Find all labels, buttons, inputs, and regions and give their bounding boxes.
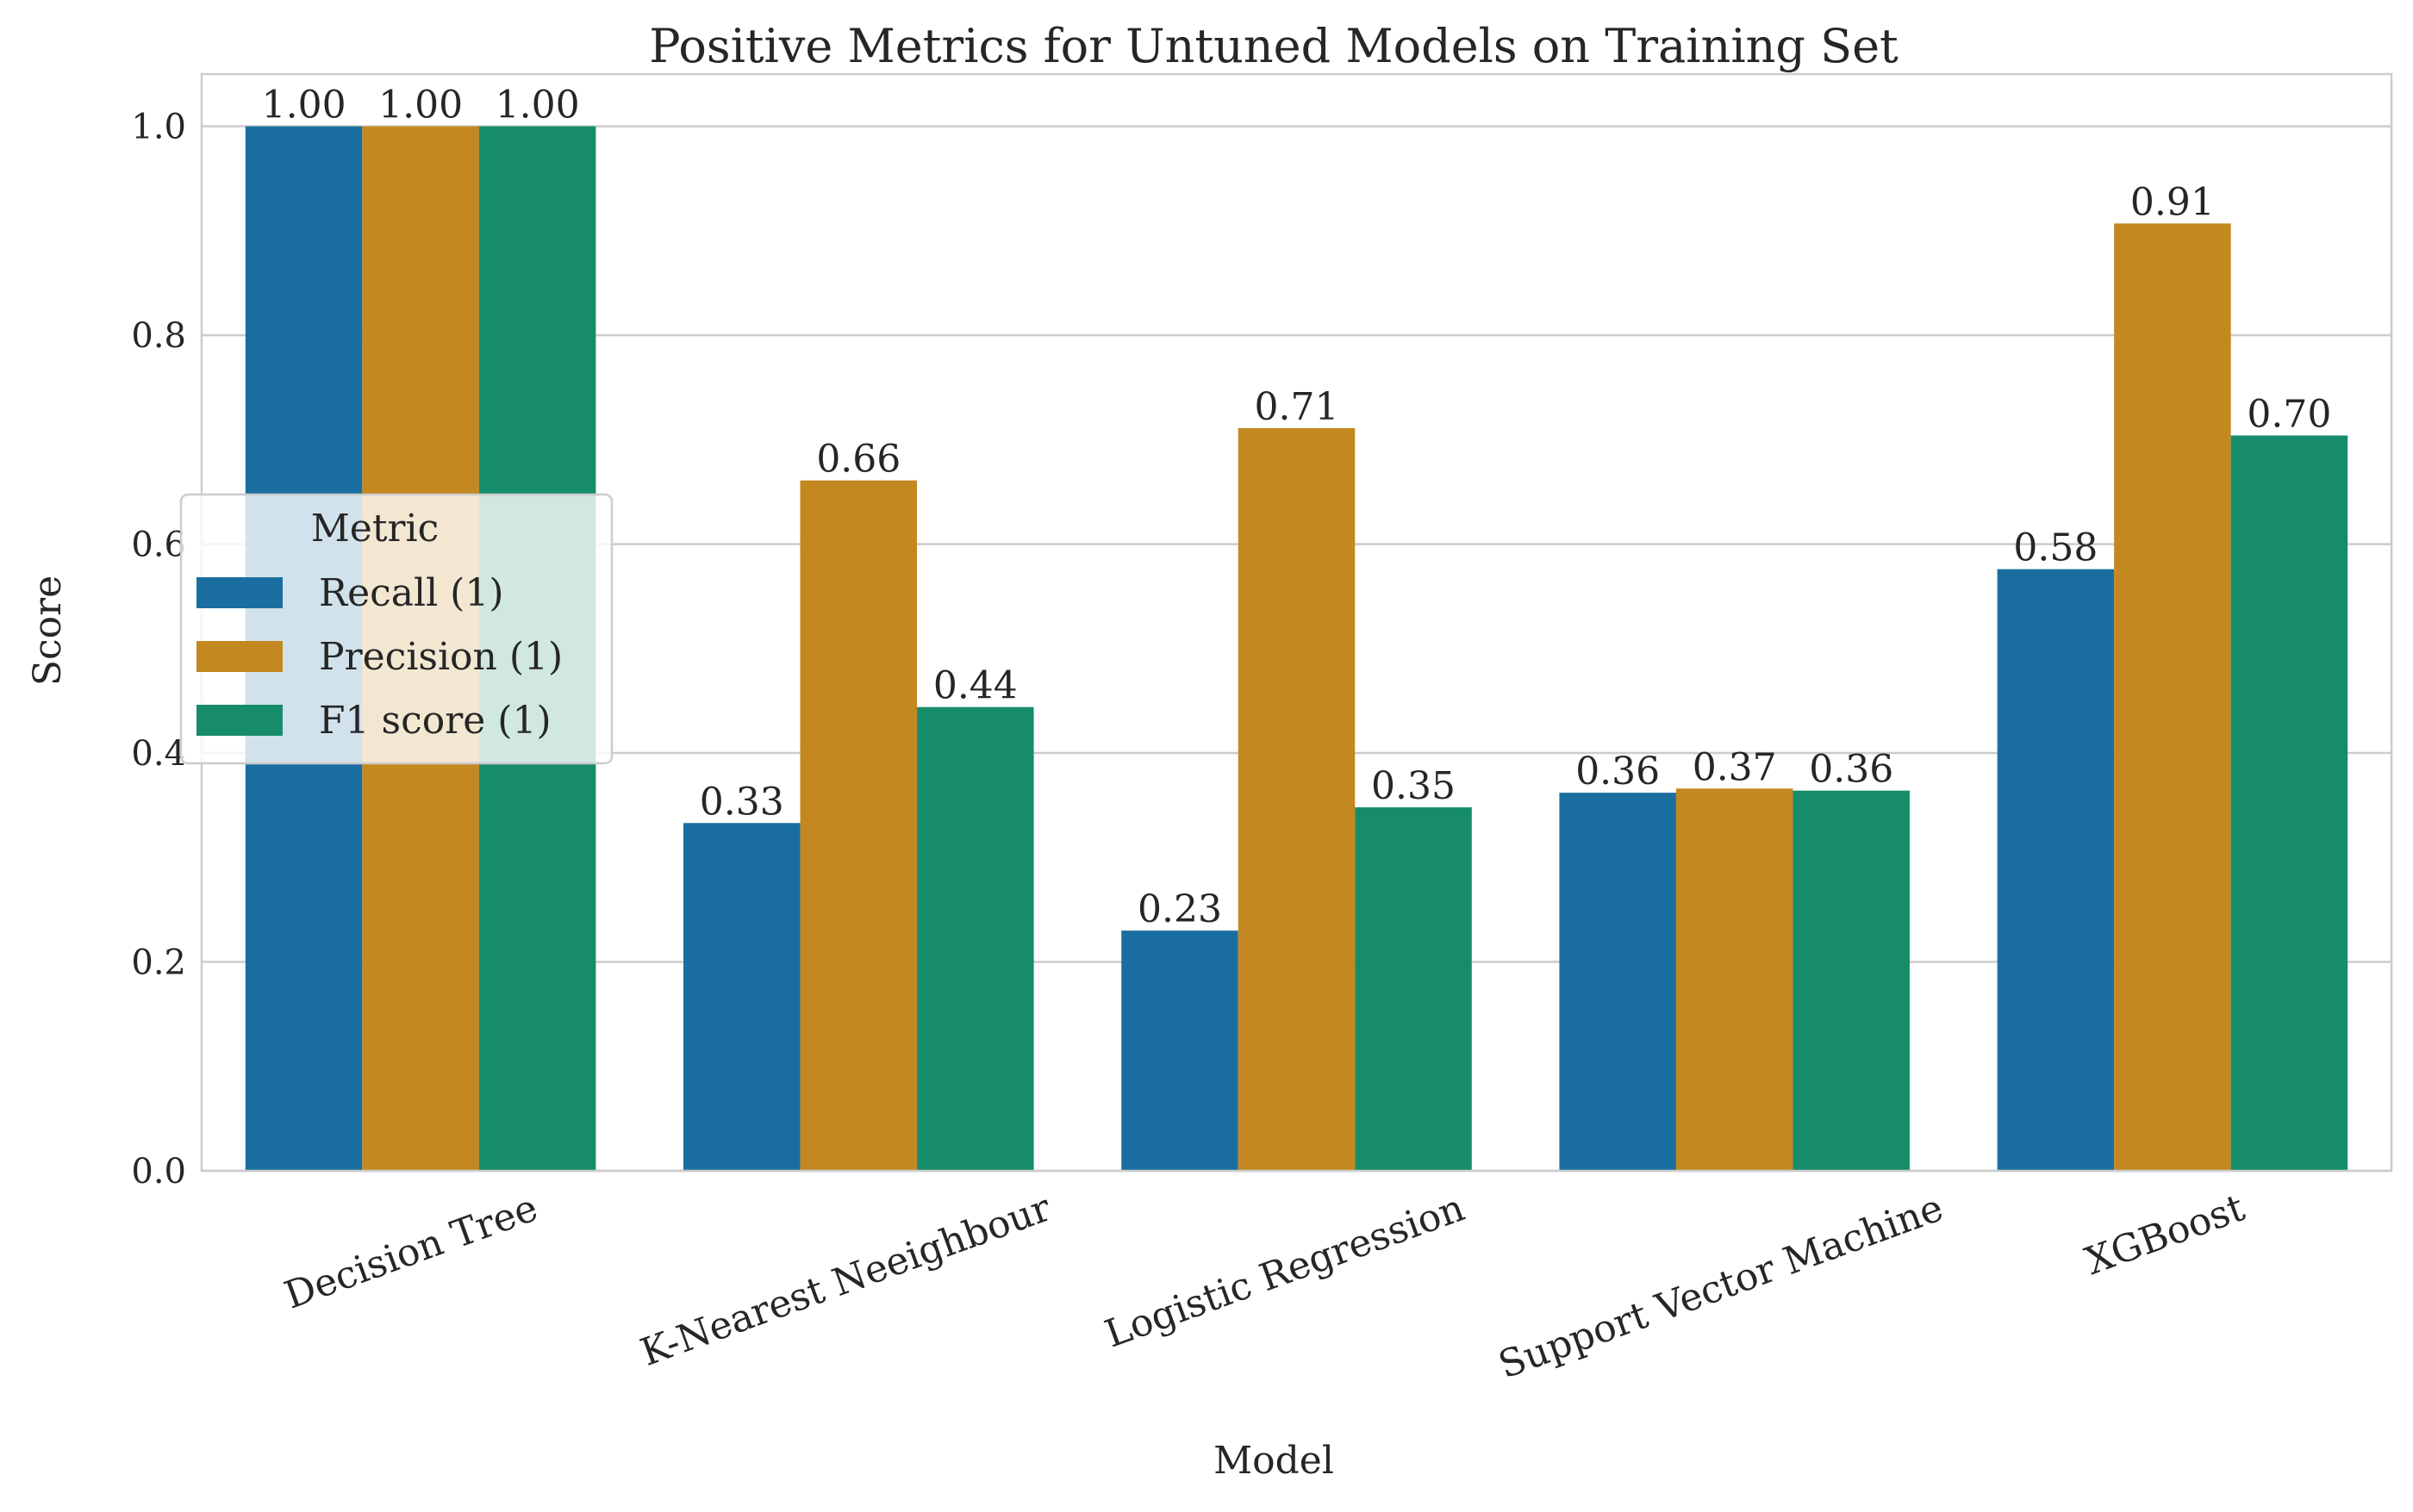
bar-value-label: 0.33: [700, 780, 784, 824]
y-tick-label: 0.4: [131, 734, 186, 774]
x-tick-label: XGBoost: [2079, 1185, 2250, 1284]
x-tick-label: K-Nearest Neeighbour: [635, 1185, 1057, 1375]
bars: [245, 126, 2348, 1172]
y-tick-label: 0.8: [131, 316, 186, 356]
bar: [1793, 790, 1910, 1171]
bar-value-labels: 1.00 0.33 0.23 0.36 0.58 1.00 0.66 0.71 0.37 0.91…: [262, 84, 2332, 932]
bar-value-label: 0.71: [1255, 385, 1339, 429]
bar: [1997, 569, 2115, 1171]
bar-value-label: 0.44: [933, 664, 1018, 708]
bar-value-label: 1.00: [262, 84, 346, 128]
legend-items: Recall (1) Precision (1) F1 score (1): [196, 571, 563, 743]
x-axis-label: Model: [1213, 1439, 1334, 1483]
y-tick-label: 0.6: [131, 526, 186, 565]
bar: [683, 823, 801, 1171]
bar-value-label: 0.58: [2013, 526, 2098, 570]
legend-swatch: [196, 577, 283, 608]
x-tick-label: Decision Tree: [279, 1185, 544, 1317]
x-tick-label: Logistic Regression: [1100, 1185, 1470, 1356]
legend-label: F1 score (1): [319, 699, 552, 743]
chart-title: Positive Metrics for Untuned Models on T…: [649, 19, 1899, 73]
legend-label: Recall (1): [319, 571, 504, 615]
bar: [1675, 788, 1793, 1171]
bar: [1355, 807, 1472, 1171]
bar: [2114, 223, 2231, 1171]
bar: [800, 480, 918, 1171]
bar-value-label: 0.36: [1575, 750, 1660, 793]
x-tick-labels: Decision Tree K-Nearest Neeighbour Logisti…: [279, 1185, 2251, 1387]
y-tick-label: 1.0: [131, 108, 186, 147]
y-axis-label: Score: [26, 576, 70, 686]
y-tick-labels: 0.0 0.2 0.4 0.6 0.8 1.0: [131, 108, 186, 1192]
bar-value-label: 0.66: [816, 438, 901, 482]
y-tick-label: 0.0: [131, 1152, 186, 1192]
bar-value-label: 0.35: [1371, 764, 1456, 808]
legend-box: [179, 493, 614, 765]
bar-value-label: 0.37: [1693, 745, 1777, 789]
bar-value-label: 1.00: [378, 84, 463, 128]
bar: [1121, 930, 1238, 1171]
legend: Metric Recall (1) Precision (1) F1 score (…: [179, 493, 614, 765]
x-tick-label: Support Vector Machine: [1493, 1185, 1948, 1387]
legend-title: Metric: [311, 507, 440, 551]
bar: [917, 706, 1034, 1171]
bar-value-label: 0.70: [2247, 392, 2331, 436]
bar: [1238, 427, 1356, 1171]
y-tick-label: 0.2: [131, 943, 186, 983]
legend-swatch: [196, 641, 283, 672]
bar: [1559, 793, 1676, 1171]
bar-value-label: 1.00: [496, 84, 580, 128]
bar: [2230, 435, 2348, 1172]
bar-value-label: 0.23: [1138, 887, 1222, 931]
bar-value-label: 0.91: [2130, 180, 2215, 224]
bar-value-label: 0.36: [1809, 748, 1893, 792]
legend-swatch: [196, 705, 283, 736]
legend-label: Precision (1): [319, 635, 563, 679]
